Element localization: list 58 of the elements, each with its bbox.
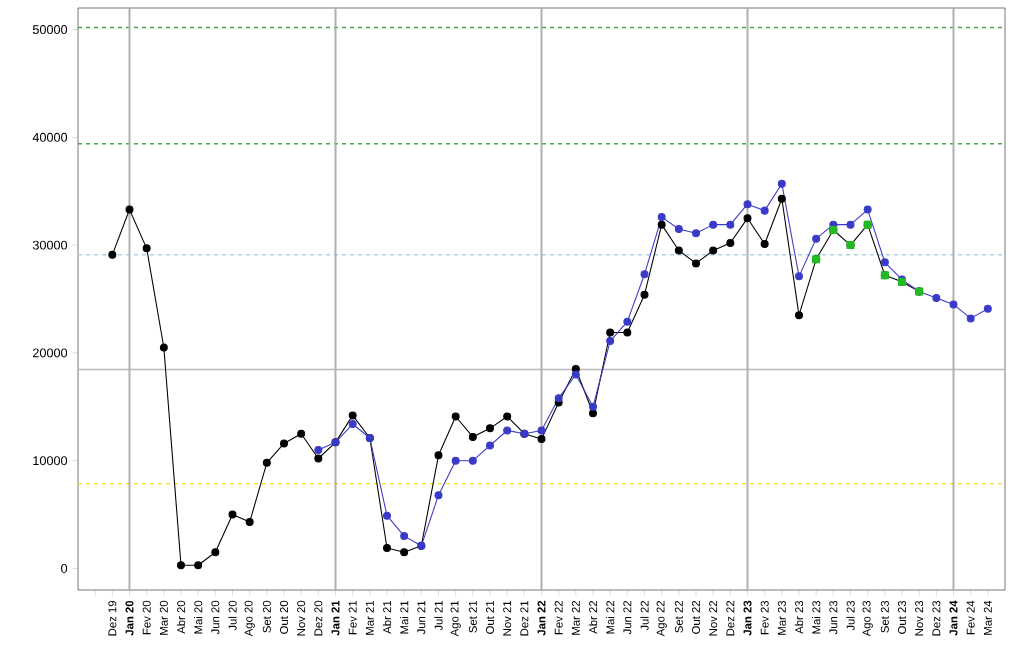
y-tick-label: 0 [61, 563, 68, 573]
x-tick-label: Jun 21 [417, 600, 426, 635]
x-tick-label: Jan 21 [331, 600, 340, 636]
x-tick-label: Set 20 [262, 600, 271, 633]
x-tick-label: Dez 19 [108, 600, 117, 636]
x-tick-label: Fev 22 [554, 600, 563, 635]
x-tick-label: Mai 20 [194, 600, 203, 634]
x-tick-label: Abr 22 [588, 600, 598, 634]
x-tick-label: Ago 21 [450, 600, 461, 637]
x-tick-label: Set 22 [674, 600, 683, 633]
x-tick-label: Nov 23 [915, 600, 924, 636]
x-tick-label: Fev 23 [760, 600, 769, 635]
x-tick-label: Abr 21 [382, 600, 392, 634]
x-tick-label: Abr 23 [794, 600, 804, 634]
y-tick-label: 40000 [32, 132, 68, 142]
x-tick-label: Jan 22 [537, 600, 546, 636]
x-tick-label: Abr 20 [176, 600, 186, 634]
x-tick-label: Dez 20 [314, 600, 323, 636]
x-tick-label: Jun 22 [623, 600, 632, 635]
x-tick-label: Mai 22 [606, 600, 615, 634]
x-tick-label: Ago 22 [656, 600, 667, 637]
x-tick-label: Out 21 [486, 600, 495, 634]
y-tick-label: 50000 [32, 25, 68, 35]
x-tick-label: Nov 20 [297, 600, 306, 636]
x-tick-label: Jan 24 [949, 600, 958, 636]
y-tick-label: 20000 [33, 348, 68, 358]
x-tick-label: Jul 22 [640, 600, 649, 631]
x-tick-label: Set 21 [468, 600, 477, 633]
x-tick-label: Out 20 [280, 600, 289, 634]
x-tick-label: Dez 21 [520, 600, 529, 636]
x-tick-label: Out 23 [898, 600, 907, 634]
x-tick-label: Dez 23 [932, 600, 941, 636]
x-tick-label: Set 23 [880, 600, 889, 633]
x-tick-label: Mar 22 [571, 600, 580, 635]
x-tick-label: Mai 23 [812, 600, 821, 634]
x-tick-label: Dez 22 [726, 600, 735, 636]
x-tick-label: Nov 22 [709, 600, 718, 636]
x-tick-label: Mar 23 [777, 600, 786, 635]
x-tick-label: Mai 21 [400, 600, 409, 634]
x-tick-label: Fev 21 [348, 600, 357, 635]
x-tick-label: Jun 23 [829, 600, 838, 635]
x-tick-label: Jul 20 [228, 600, 237, 631]
x-tick-label: Mar 24 [983, 600, 992, 635]
y-tick-label: 10000 [33, 456, 68, 466]
x-tick-label: Mar 21 [365, 600, 374, 635]
x-tick-label: Fev 24 [966, 600, 975, 635]
x-tick-label: Jan 23 [743, 600, 752, 636]
x-tick-label: Fev 20 [142, 600, 151, 635]
x-tick-label: Jul 23 [846, 600, 855, 631]
x-tick-label: Out 22 [692, 600, 701, 634]
y-tick-label: 30000 [32, 240, 68, 250]
x-tick-label: Ago 23 [862, 600, 873, 637]
x-tick-label: Jun 20 [211, 600, 220, 635]
x-tick-label: Jul 21 [434, 600, 443, 631]
x-tick-label: Nov 21 [503, 600, 512, 636]
x-tick-label: Ago 20 [244, 600, 255, 637]
x-tick-label: Jan 20 [125, 600, 134, 636]
x-tick-label: Mar 20 [159, 600, 168, 635]
